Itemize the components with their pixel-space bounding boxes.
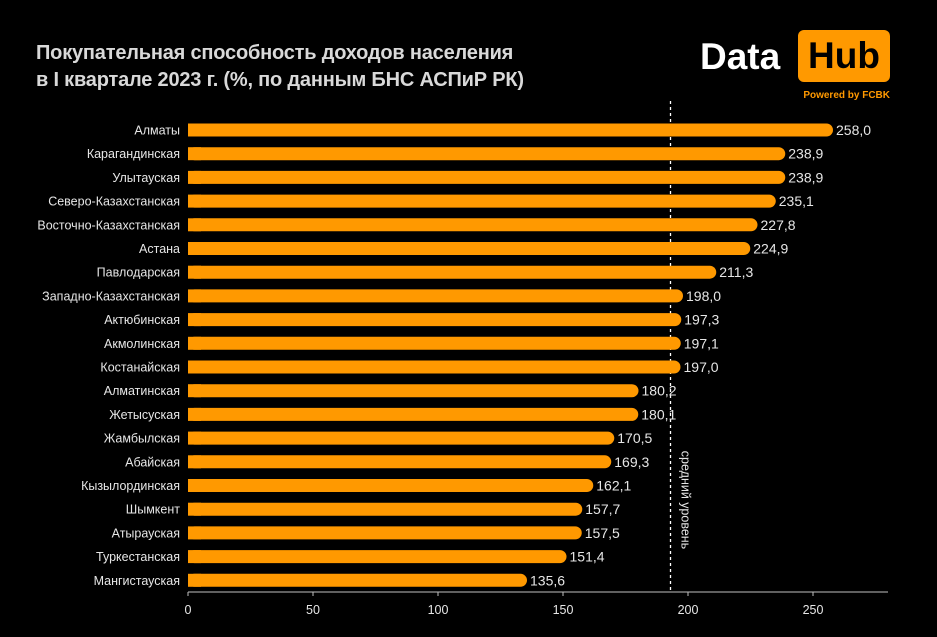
bar-left-cap: [188, 336, 201, 350]
category-label: Карагандинская: [87, 147, 180, 161]
logo-word-hub: Hub: [798, 30, 890, 82]
bar: [188, 194, 776, 208]
bar: [188, 431, 615, 445]
data-label: 157,7: [585, 501, 620, 517]
category-label: Жетысуская: [109, 408, 180, 422]
x-tick-label: 0: [185, 603, 192, 617]
category-label: Астана: [139, 242, 180, 256]
data-label: 227,8: [761, 217, 796, 233]
x-tick-label: 250: [803, 603, 824, 617]
data-label: 224,9: [753, 241, 788, 257]
datahub-logo: Data Hub Powered by FCBK: [700, 30, 892, 102]
category-label: Туркестанская: [96, 550, 180, 564]
bar-left-cap: [188, 360, 201, 374]
bar: [188, 336, 681, 350]
bar: [188, 360, 681, 374]
bar-left-cap: [188, 265, 201, 279]
data-label: 157,5: [585, 525, 620, 541]
category-label: Западно-Казахстанская: [42, 289, 180, 303]
bar-left-cap: [188, 550, 201, 564]
bar-left-cap: [188, 431, 201, 445]
bar: [188, 123, 833, 137]
category-label: Северо-Казахстанская: [48, 195, 180, 209]
category-label: Костанайская: [100, 361, 180, 375]
category-label: Жамбылская: [104, 432, 180, 446]
data-label: 197,3: [684, 312, 719, 328]
data-label: 198,0: [686, 288, 721, 304]
bar: [188, 265, 717, 279]
category-label: Кызылординская: [81, 479, 180, 493]
chart-title: Покупательная способность доходов населе…: [36, 40, 524, 94]
data-label: 211,3: [719, 264, 753, 280]
x-tick-label: 150: [553, 603, 574, 617]
bar: [188, 550, 567, 564]
category-label: Атырауская: [112, 526, 180, 540]
data-label: 258,0: [836, 122, 871, 138]
x-tick-label: 100: [428, 603, 449, 617]
bar-left-cap: [188, 194, 201, 208]
average-line-label: средний уровень: [679, 451, 693, 549]
bar: [188, 289, 683, 303]
bar-left-cap: [188, 289, 201, 303]
data-label: 238,9: [788, 169, 823, 185]
bar-left-cap: [188, 242, 201, 255]
data-label: 235,1: [779, 193, 814, 209]
bar-left-cap: [188, 170, 201, 184]
data-label: 170,5: [617, 430, 652, 446]
x-tick-label: 50: [306, 603, 320, 617]
bar-left-cap: [188, 573, 201, 587]
bar-left-cap: [188, 479, 201, 492]
bar-left-cap: [188, 147, 201, 161]
chart-title-line-2: в I квартале 2023 г. (%, по данным БНС А…: [36, 69, 524, 91]
bar: [188, 242, 751, 255]
bar: [188, 170, 786, 184]
bar: [188, 218, 758, 232]
bar-left-cap: [188, 123, 201, 137]
bar: [188, 313, 682, 327]
chart-title-line-1: Покупательная способность доходов населе…: [36, 42, 514, 64]
bar: [188, 573, 527, 587]
bar-left-cap: [188, 502, 201, 516]
bar-left-cap: [188, 384, 201, 398]
category-label: Шымкент: [126, 503, 180, 517]
category-label: Восточно-Казахстанская: [37, 218, 180, 232]
bar: [188, 455, 612, 469]
category-label: Акмолинская: [104, 337, 180, 351]
data-label: 238,9: [788, 146, 823, 162]
data-label: 180,2: [642, 383, 677, 399]
data-label: 197,0: [684, 359, 719, 375]
bar: [188, 407, 639, 421]
data-label: 151,4: [570, 549, 605, 565]
bar: [188, 384, 639, 398]
category-label: Алматы: [134, 124, 180, 138]
bar-left-cap: [188, 526, 201, 540]
bar: [188, 147, 786, 161]
bar: [188, 502, 583, 516]
data-label: 197,1: [684, 335, 719, 351]
category-label: Актюбинская: [104, 313, 180, 327]
bar: [188, 479, 594, 492]
category-label: Павлодарская: [97, 266, 180, 280]
bar-left-cap: [188, 455, 201, 469]
bar-left-cap: [188, 313, 201, 327]
data-label: 135,6: [530, 572, 565, 588]
bar-left-cap: [188, 407, 201, 421]
bar-left-cap: [188, 218, 201, 232]
category-label: Улытауская: [112, 171, 180, 185]
bar: [188, 526, 582, 540]
category-label: Алматинская: [104, 384, 180, 398]
data-label: 169,3: [614, 454, 649, 470]
x-tick-label: 200: [678, 603, 699, 617]
data-label: 180,1: [641, 406, 676, 422]
data-label: 162,1: [596, 478, 631, 494]
category-label: Абайская: [125, 455, 180, 469]
logo-word-data: Data: [700, 36, 781, 77]
logo-powered-by: Powered by FCBK: [803, 90, 890, 101]
category-label: Мангистауская: [94, 574, 180, 588]
